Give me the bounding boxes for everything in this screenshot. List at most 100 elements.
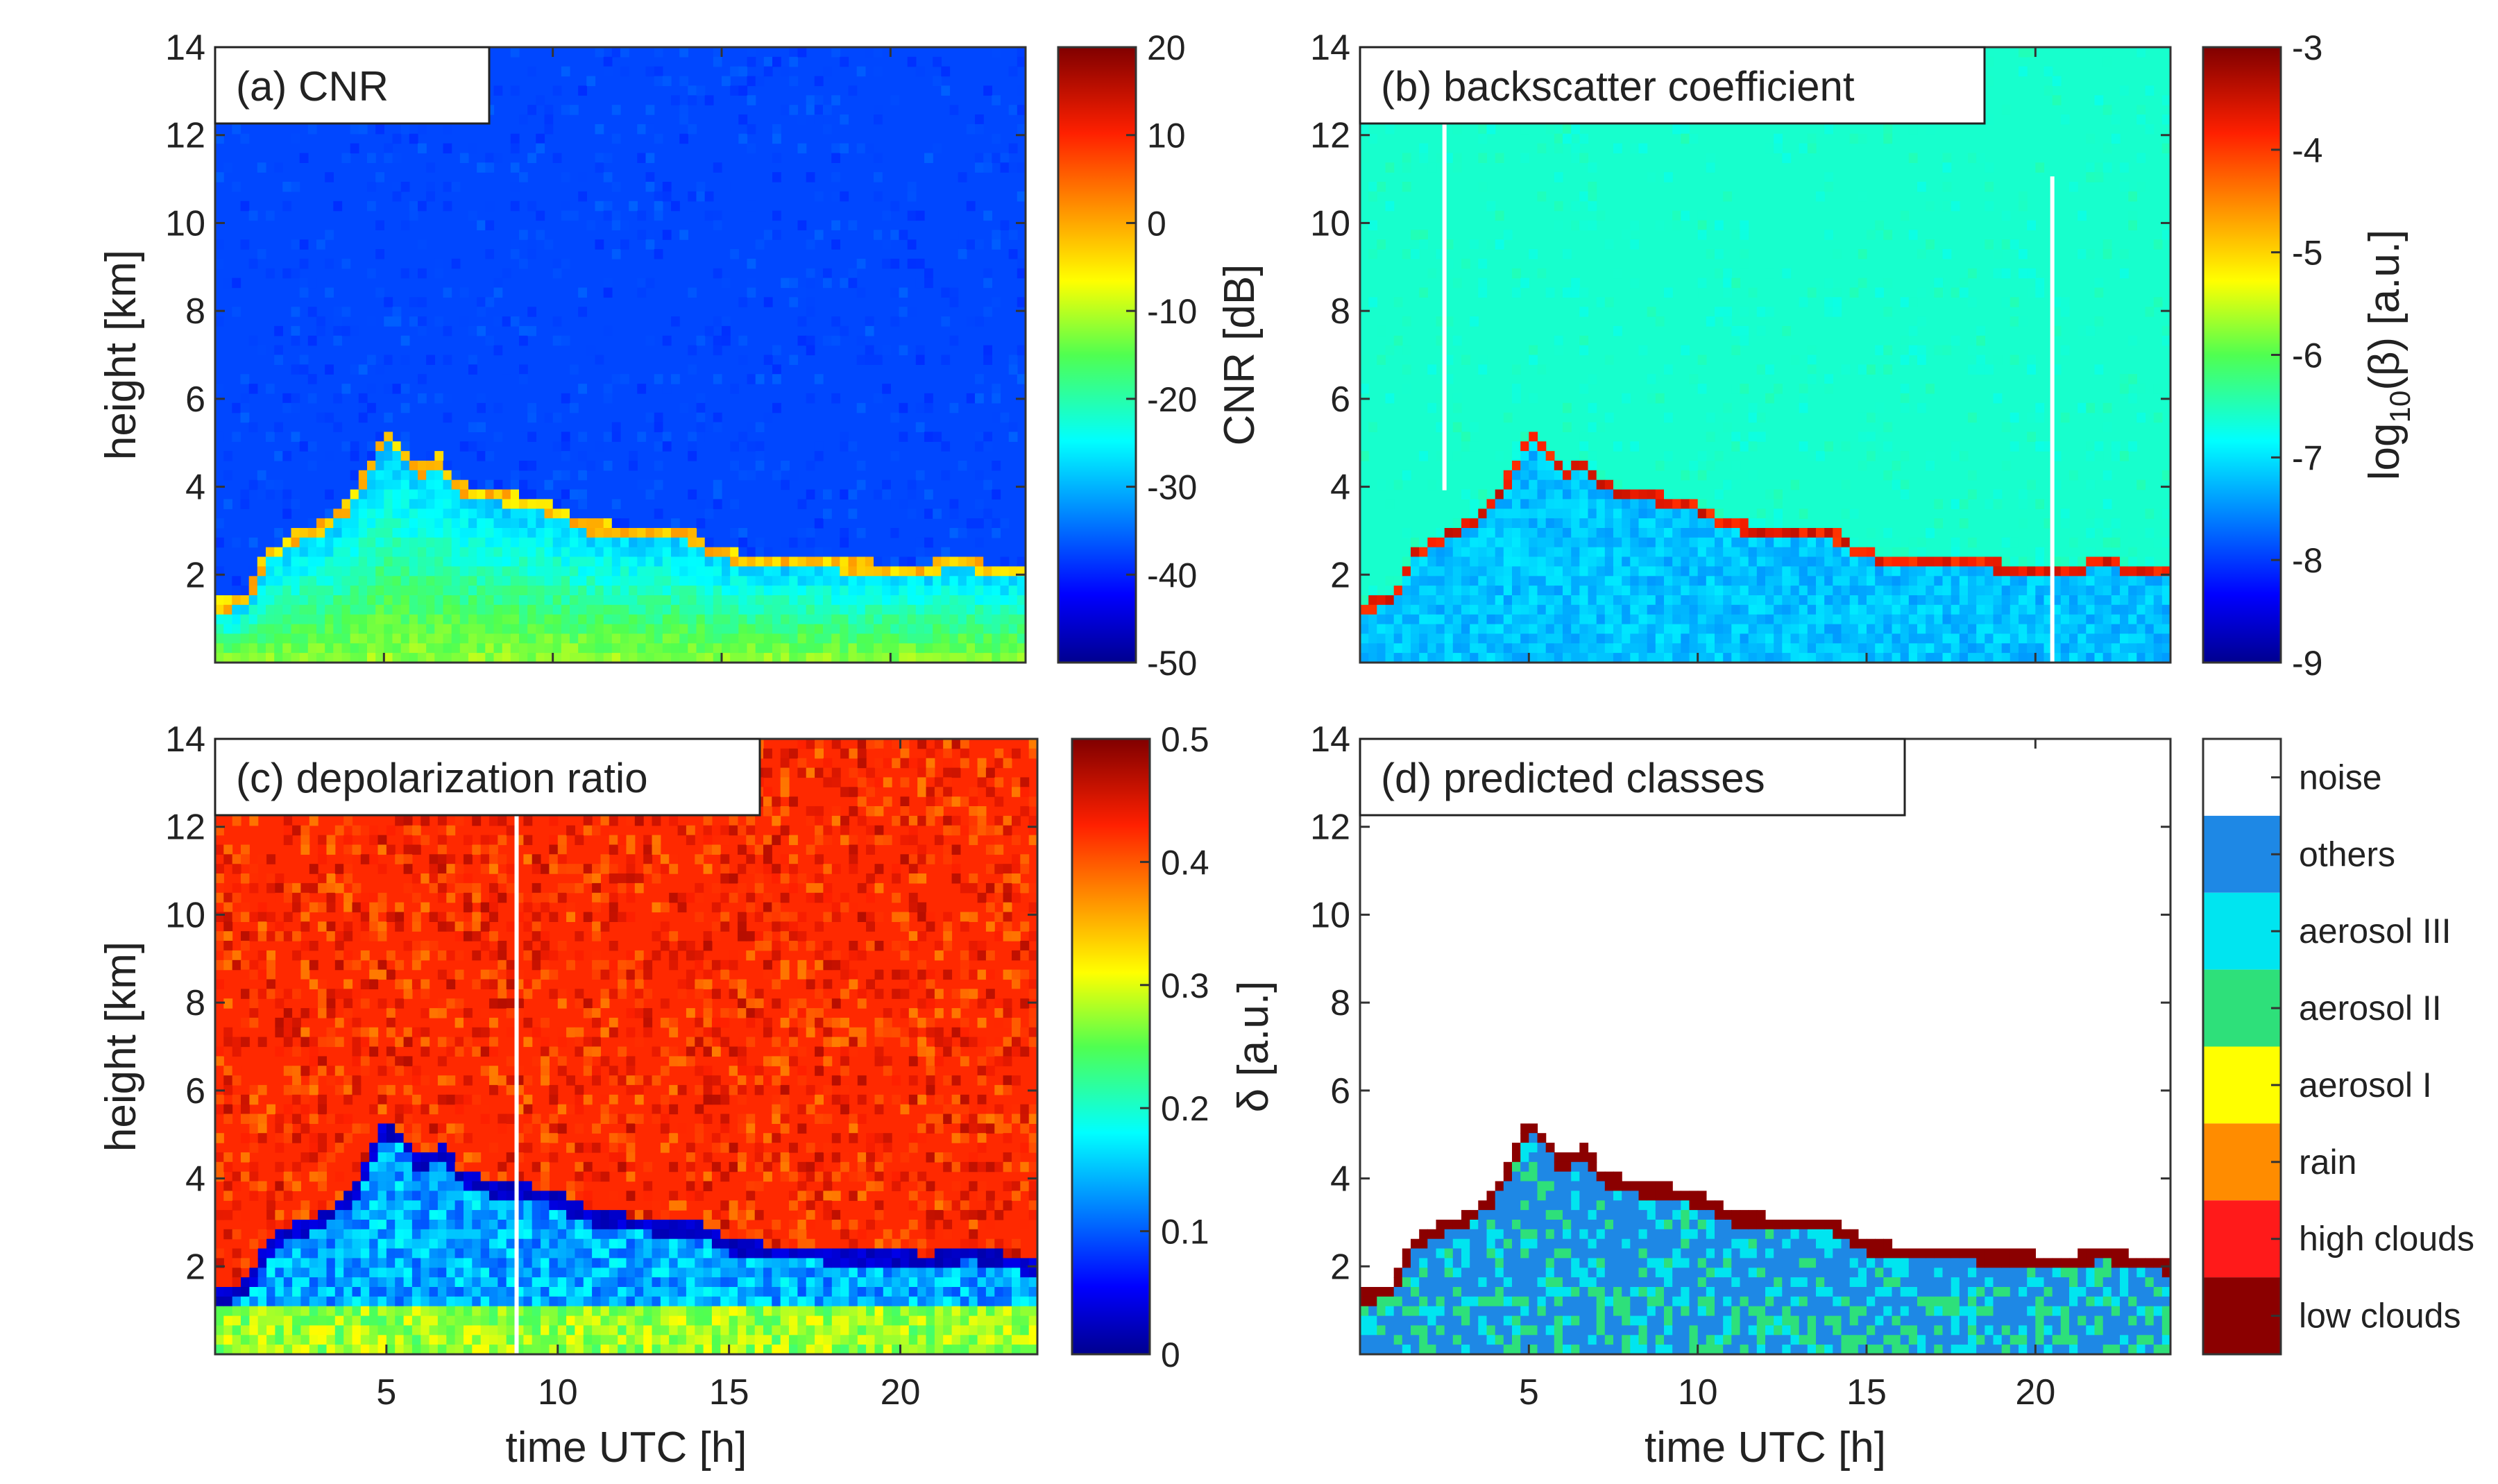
heat-cell <box>983 586 992 596</box>
heat-cell <box>603 528 613 538</box>
heat-cell <box>1537 614 1547 625</box>
heat-cell <box>789 653 799 663</box>
heat-cell <box>772 633 781 644</box>
heat-cell <box>789 576 799 586</box>
heat-cell <box>325 489 334 500</box>
heat-cell <box>358 556 368 567</box>
heat-cell <box>1622 604 1631 615</box>
heat-cell <box>797 653 807 663</box>
heat-cell <box>426 518 435 529</box>
heat-cell <box>392 643 402 654</box>
heat-cell <box>300 1210 310 1220</box>
heat-cell <box>1452 595 1462 606</box>
heat-cell <box>899 345 908 356</box>
heat-cell <box>1748 586 1758 596</box>
heat-cell <box>1461 547 1470 558</box>
heat-cell <box>1596 489 1606 500</box>
heat-cell <box>552 268 562 279</box>
heat-cell <box>350 614 359 625</box>
heat-cell <box>704 643 714 654</box>
heat-cell <box>292 1114 301 1124</box>
heat-cell <box>1647 556 1656 567</box>
heat-cell <box>527 566 536 577</box>
heat-cell <box>384 528 393 538</box>
heat-cell <box>1402 566 1411 577</box>
heat-cell <box>232 1325 241 1336</box>
heat-cell <box>2010 441 2019 452</box>
heat-cell <box>1908 633 1918 644</box>
heat-cell <box>2060 345 2070 356</box>
heat-cell <box>291 393 300 404</box>
heat-cell <box>326 1066 336 1076</box>
heat-cell <box>536 576 545 586</box>
heat-cell <box>1563 528 1572 538</box>
heat-cell <box>688 441 697 452</box>
heat-cell <box>1807 528 1817 538</box>
heat-cell <box>292 1325 301 1336</box>
heat-cell <box>1588 556 1597 567</box>
heat-cell <box>1959 518 1969 529</box>
heat-cell <box>1799 537 1808 548</box>
heat-cell <box>1613 325 1622 336</box>
heat-cell <box>2027 479 2036 491</box>
heat-cell <box>1942 201 1952 212</box>
colorbar-tick-label: 0 <box>1147 204 1166 243</box>
heat-cell <box>2019 499 2028 509</box>
heat-cell <box>2027 586 2036 596</box>
heat-cell <box>975 643 984 654</box>
heat-cell <box>2069 643 2078 654</box>
heat-cell <box>1495 499 1504 509</box>
heat-cell <box>1706 547 1715 558</box>
heat-cell <box>443 489 452 500</box>
heat-cell <box>848 566 858 577</box>
heat-cell <box>924 643 933 654</box>
heat-cell <box>299 556 309 567</box>
heat-cell <box>318 1335 327 1345</box>
heat-cell <box>240 412 250 423</box>
heat-cell <box>890 230 900 240</box>
heat-cell <box>806 586 815 596</box>
heat-cell <box>654 528 663 538</box>
heat-cell <box>2010 604 2019 615</box>
heat-cell <box>1411 566 1420 577</box>
heat-cell <box>713 576 722 586</box>
heat-cell <box>1748 537 1758 548</box>
heat-cell <box>1360 123 1369 135</box>
heat-cell <box>586 556 596 567</box>
heat-cell <box>1782 547 1792 558</box>
heat-cell <box>1824 624 1833 635</box>
heat-cell <box>307 278 317 289</box>
heat-cell <box>552 509 562 519</box>
heat-cell <box>223 624 232 635</box>
heat-cell <box>1799 556 1808 567</box>
heat-cell <box>485 633 495 644</box>
heat-cell <box>1647 374 1656 384</box>
heat-cell <box>763 576 773 586</box>
heat-cell <box>704 653 714 663</box>
heat-cell <box>343 950 353 961</box>
heat-cell <box>1579 537 1589 548</box>
heat-cell <box>283 1306 293 1317</box>
heat-cell <box>1824 172 1833 182</box>
heat-cell <box>831 576 840 586</box>
heat-cell <box>519 364 528 375</box>
heat-cell <box>2086 441 2096 452</box>
heat-cell <box>1816 624 1825 635</box>
heat-cell <box>1655 220 1665 230</box>
heat-cell <box>274 604 283 615</box>
heat-cell <box>755 76 765 87</box>
heat-cell <box>1985 643 1994 654</box>
heat-cell <box>645 528 655 538</box>
heat-cell <box>1503 489 1513 500</box>
heat-cell <box>519 172 528 182</box>
heat-cell <box>848 268 858 279</box>
heat-cell <box>291 624 300 635</box>
heat-cell <box>309 1084 318 1095</box>
heat-cell <box>1444 258 1454 269</box>
heat-cell <box>1900 479 1910 491</box>
heat-cell <box>1900 393 1910 404</box>
heat-cell <box>1571 566 1580 577</box>
heat-cell <box>2027 287 2036 298</box>
heat-cell <box>2019 316 2028 327</box>
heat-cell <box>468 595 477 606</box>
